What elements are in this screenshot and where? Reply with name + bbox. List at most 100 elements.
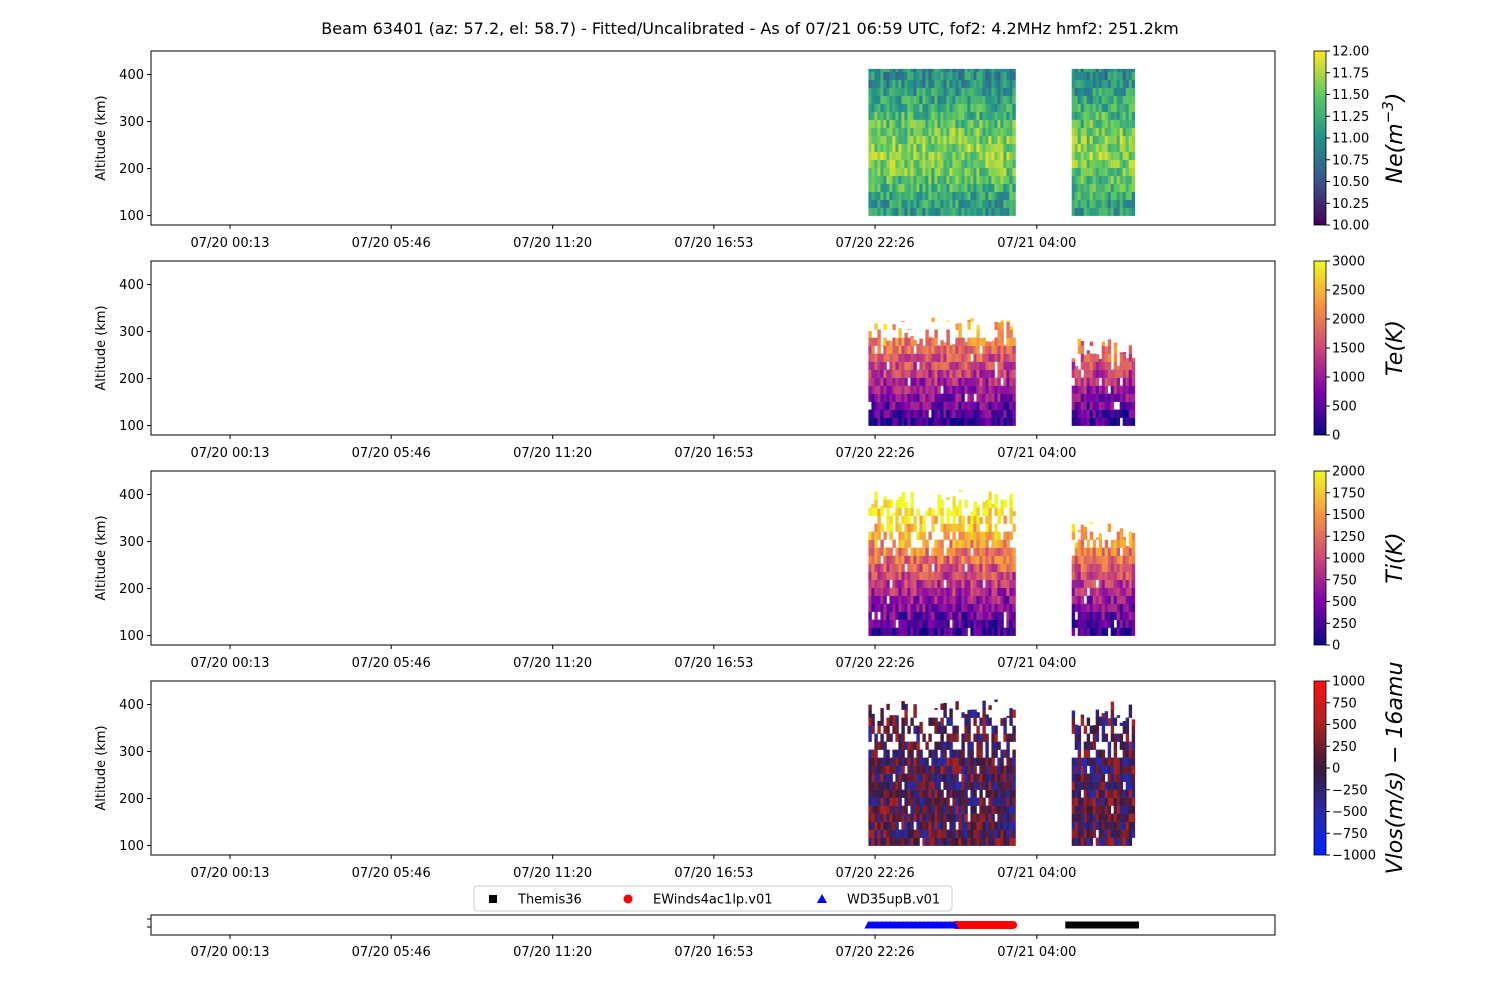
heatmap-cell [880, 409, 884, 418]
heatmap-cell [928, 579, 932, 588]
x-tick-label: 07/20 22:26 [836, 656, 915, 671]
heatmap-cell [976, 199, 980, 208]
heatmap-cell [1003, 813, 1007, 822]
heatmap-cell [979, 837, 983, 846]
heatmap-cell [928, 821, 932, 830]
heatmap-cell [988, 68, 992, 72]
heatmap-cell [1009, 159, 1013, 168]
heatmap-cell [940, 409, 944, 418]
heatmap-cell [1098, 579, 1103, 588]
heatmap-cell [994, 393, 998, 402]
heatmap-cell [922, 183, 926, 192]
heatmap-cell [880, 68, 884, 72]
heatmap-cell [895, 401, 899, 410]
heatmap-cell [1000, 175, 1004, 184]
heatmap-cell [1125, 555, 1130, 564]
heatmap-cell [940, 499, 944, 508]
heatmap-cell [967, 393, 971, 402]
heatmap-cell [925, 829, 929, 838]
colorbar-label: Te(K) [1383, 320, 1408, 376]
heatmap-cell [1009, 531, 1013, 540]
heatmap-cell [994, 627, 998, 636]
heatmap-cell [895, 111, 899, 120]
heatmap-cell [982, 385, 986, 394]
heatmap-cell [952, 135, 956, 144]
heatmap-cell [973, 191, 977, 200]
heatmap-cell [928, 805, 932, 814]
heatmap-cell [1000, 837, 1004, 846]
heatmap-cell [988, 111, 992, 120]
heatmap-cell [868, 95, 872, 104]
heatmap-cell [880, 741, 884, 750]
heatmap-cell [871, 757, 875, 766]
heatmap-cell [976, 725, 980, 734]
heatmap-cell [991, 805, 995, 814]
heatmap-cell [1110, 829, 1115, 838]
heatmap-cell [925, 821, 929, 830]
heatmap-cell [1113, 95, 1118, 104]
heatmap-cell [1098, 813, 1103, 822]
heatmap-cell [1000, 385, 1004, 394]
heatmap-cell [895, 167, 899, 176]
heatmap-cell [877, 151, 881, 160]
heatmap-cell [952, 595, 956, 604]
heatmap-cell [1071, 87, 1076, 96]
heatmap-cell [988, 409, 992, 418]
heatmap-cell [940, 103, 944, 112]
heatmap-cell [961, 837, 965, 846]
heatmap-cell [949, 344, 953, 346]
heatmap-cell [871, 507, 875, 516]
heatmap-cell [958, 401, 962, 410]
heatmap-cell [1077, 377, 1082, 386]
heatmap-cell [1080, 87, 1085, 96]
heatmap-cell [1098, 358, 1103, 362]
heatmap-cell [1077, 111, 1082, 120]
heatmap-cell [1077, 821, 1082, 830]
heatmap-cell [1077, 741, 1082, 750]
heatmap-cell [1009, 555, 1013, 564]
heatmap-cell [931, 71, 935, 80]
heatmap-cell [916, 508, 920, 516]
heatmap-cell [1077, 87, 1082, 96]
heatmap-cell [1077, 345, 1082, 354]
heatmap-cell [994, 587, 998, 596]
heatmap-cell [1119, 183, 1124, 192]
heatmap-cell [961, 353, 965, 362]
heatmap-cell [949, 709, 953, 718]
heatmap-cell [907, 523, 911, 532]
heatmap-cell [919, 159, 923, 168]
heatmap-cell [1074, 547, 1079, 556]
heatmap-cell [994, 183, 998, 192]
heatmap-cell [889, 353, 893, 362]
heatmap-cell [892, 627, 896, 636]
heatmap-cell [1071, 571, 1076, 580]
heatmap-cell [1086, 175, 1091, 184]
heatmap-cell [916, 159, 920, 168]
heatmap-cell [1009, 167, 1013, 176]
heatmap-cell [940, 765, 944, 774]
heatmap-cell [1074, 587, 1079, 596]
heatmap-cell [874, 337, 878, 346]
heatmap-cell [970, 579, 974, 588]
heatmap-cell [880, 361, 884, 370]
heatmap-cell [1125, 183, 1130, 192]
heatmap-cell [1119, 571, 1124, 580]
axes-frame [150, 260, 1276, 436]
heatmap-cell [907, 781, 911, 790]
heatmap-cell [1089, 773, 1094, 782]
heatmap-cell [949, 71, 953, 80]
heatmap-cell [985, 531, 989, 540]
heatmap-cell [922, 71, 926, 80]
heatmap-cell [1116, 95, 1121, 104]
heatmap-cell [1095, 789, 1100, 798]
heatmap-cell [1009, 515, 1013, 524]
heatmap-cell [1122, 352, 1127, 354]
heatmap-cell [961, 127, 965, 136]
heatmap-cell [943, 183, 947, 192]
heatmap-cell [979, 741, 983, 750]
heatmap-cell [907, 207, 911, 216]
heatmap-cell [937, 135, 941, 144]
heatmap-cell [883, 595, 887, 604]
heatmap-cell [874, 135, 878, 144]
heatmap-cell [1110, 385, 1115, 394]
